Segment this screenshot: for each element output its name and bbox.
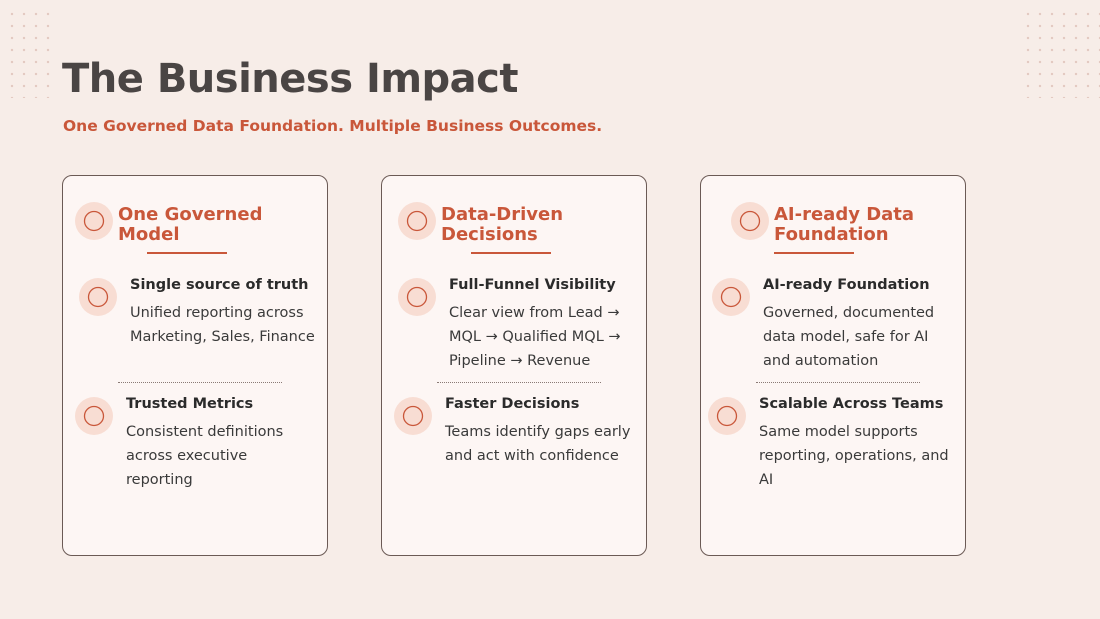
separator [437,382,601,383]
slide-title: The Business Impact [62,56,518,102]
item-body: Teams identify gaps early and act with c… [445,424,631,464]
item-body: Unified reporting across Marketing, Sale… [130,305,315,345]
card: Data-Driven Decisions Full-Funnel Visibil… [381,175,647,556]
dot-grid [1022,8,1100,98]
item-heading: Trusted Metrics [126,396,254,412]
item-heading: Full-Funnel Visibility [449,277,616,293]
icon [398,278,436,316]
title-underline [147,252,227,254]
separator [756,382,920,383]
card: One Governed Model Single source of truth… [62,175,328,556]
card: AI-ready Data Foundation AI-ready Foundat… [700,175,966,556]
item-heading: Single source of truth [130,277,309,293]
item-body: Consistent definitions across executive … [126,424,284,488]
slide-subtitle: One Governed Data Foundation. Multiple B… [63,117,603,135]
separator [118,382,282,383]
icon [75,397,113,435]
icon [731,202,769,240]
icon [712,278,750,316]
item-heading: Faster Decisions [445,396,580,412]
item-heading: AI-ready Foundation [763,277,930,293]
icon [394,397,432,435]
card-title: One Governed Model [118,204,263,245]
title-underline [774,252,854,254]
card-title: Data-Driven Decisions [441,204,564,245]
item-body: Governed, documented data model, safe fo… [763,305,935,369]
icon [708,397,746,435]
item-body: Clear view from Lead → MQL → Qualified M… [449,305,621,369]
dot-grid [6,8,56,98]
item-heading: Scalable Across Teams [759,396,944,412]
card-title: AI-ready Data Foundation [774,204,915,245]
item-body: Same model supports reporting, operation… [759,424,949,488]
icon [75,202,113,240]
icon [79,278,117,316]
icon [398,202,436,240]
title-underline [471,252,551,254]
